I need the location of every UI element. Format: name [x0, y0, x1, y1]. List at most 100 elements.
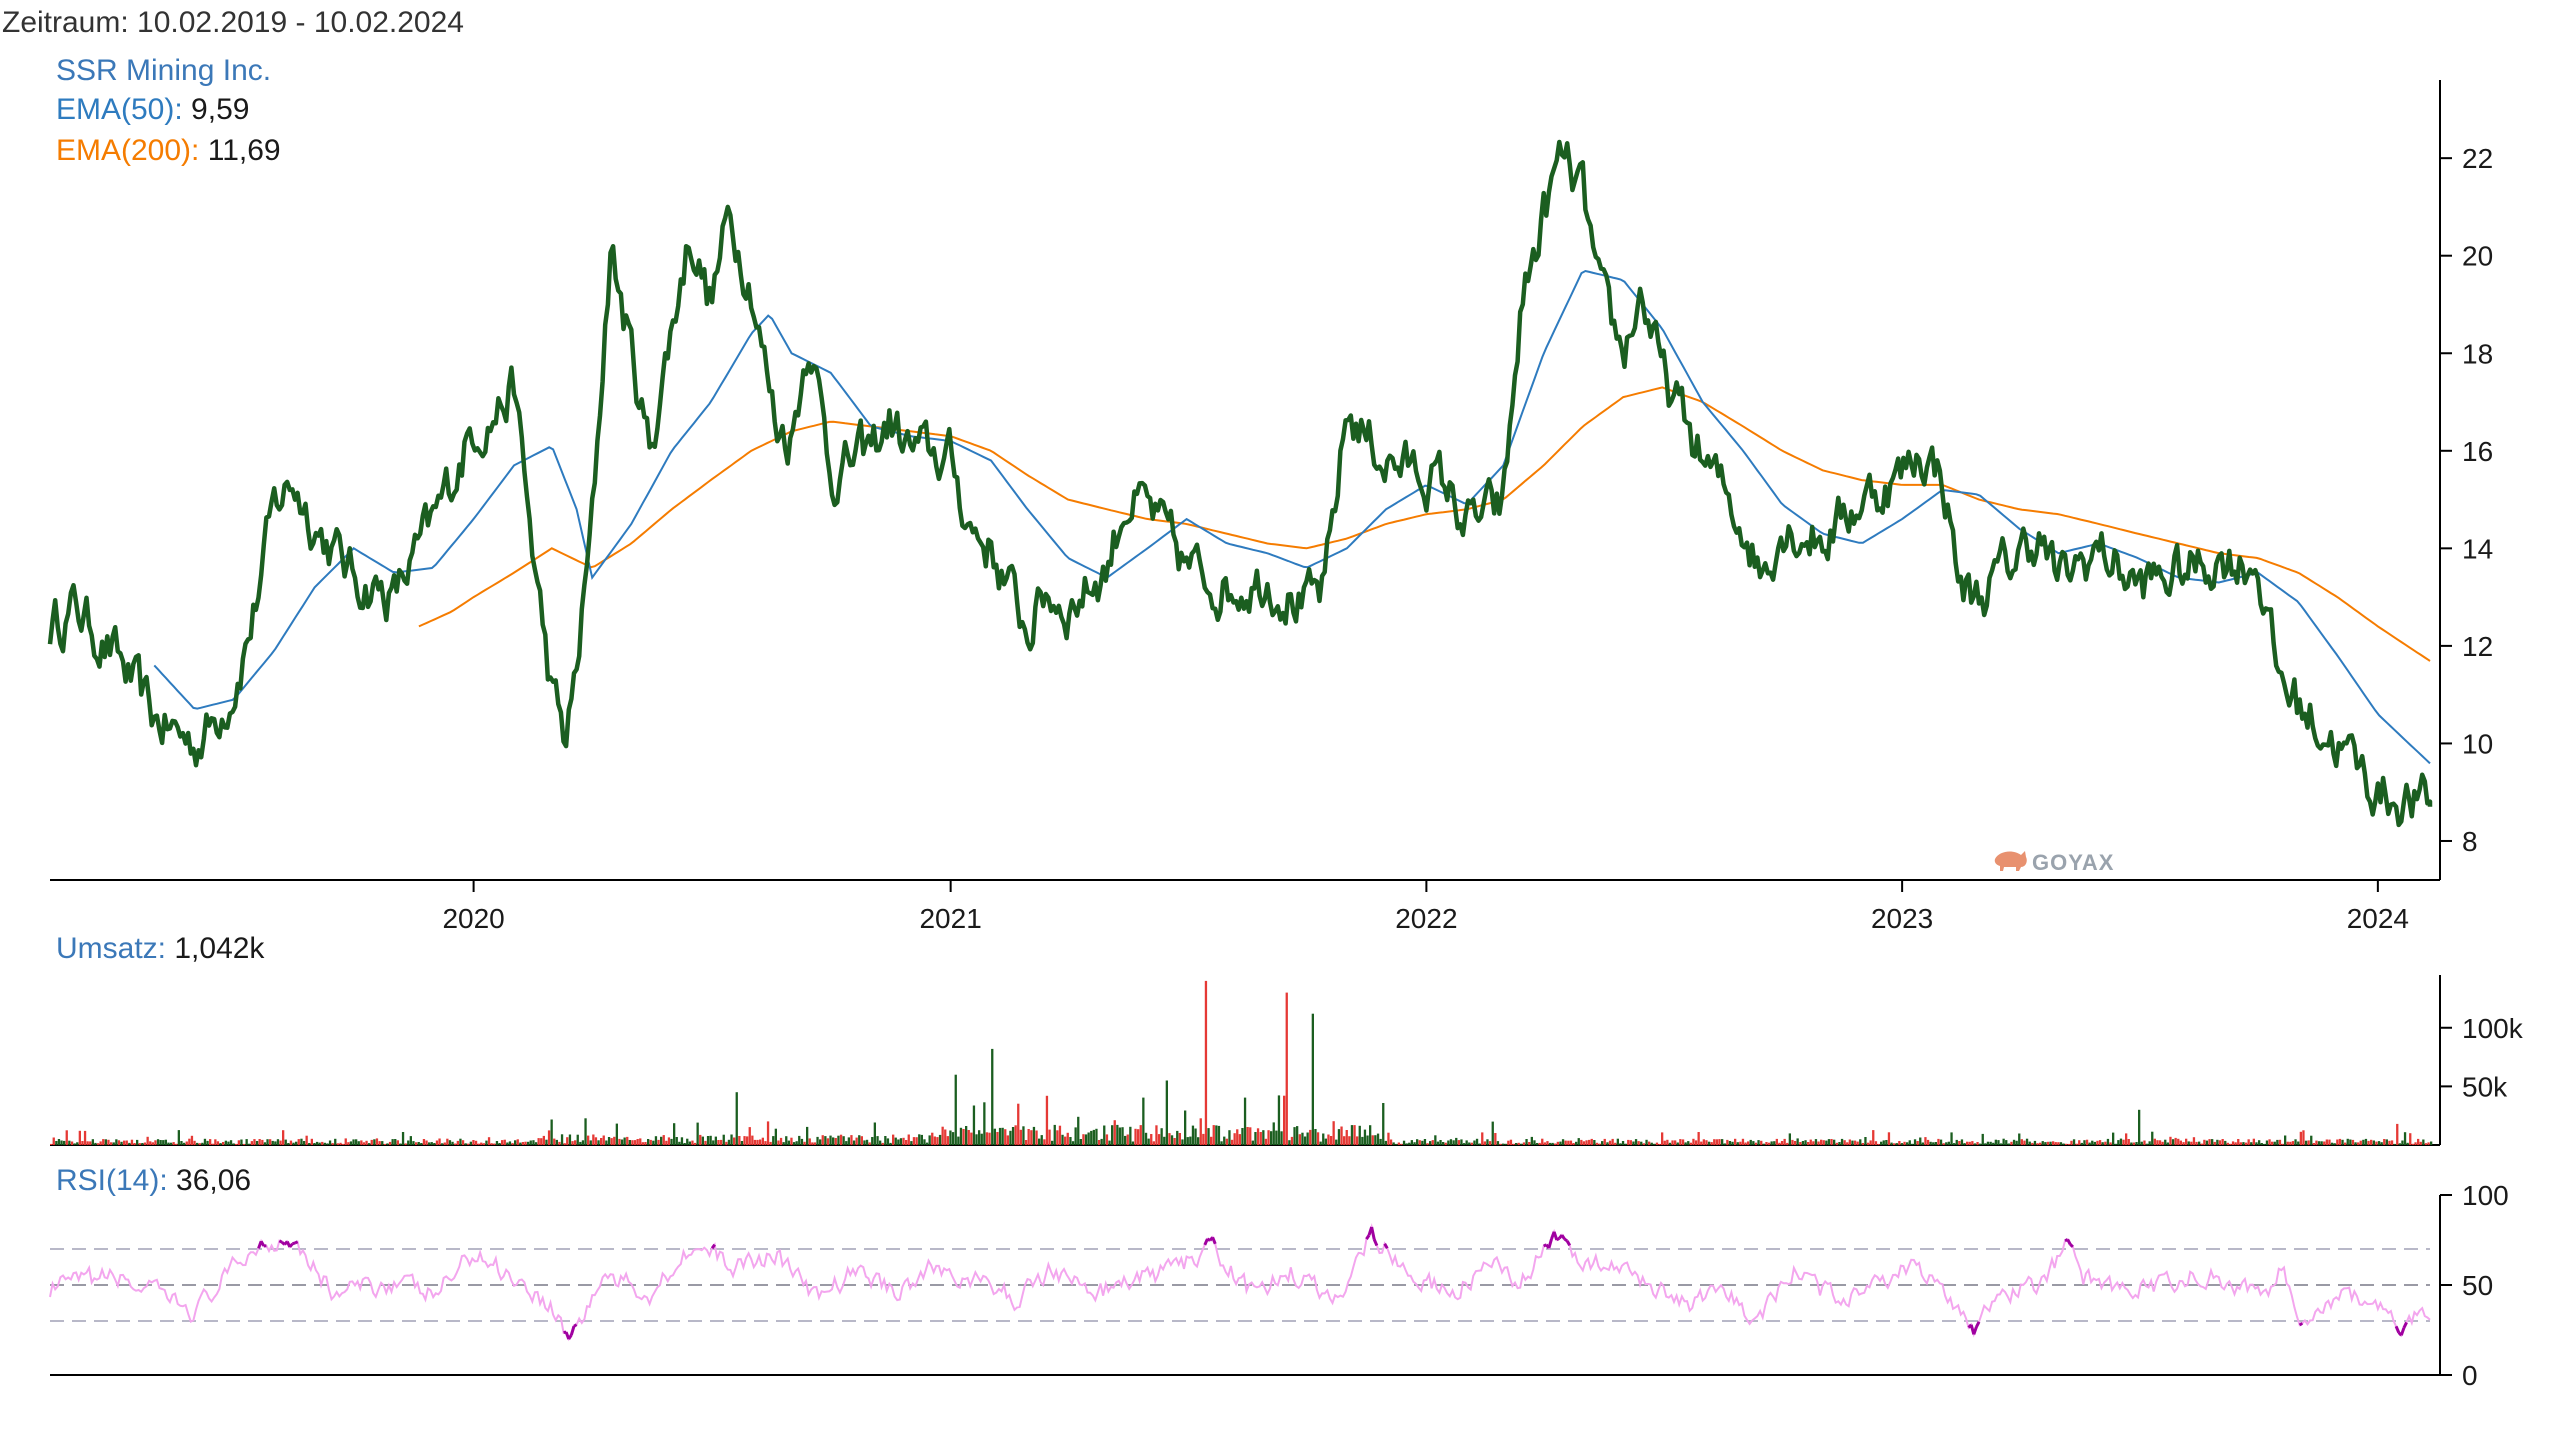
volume-bar — [842, 1136, 845, 1145]
volume-bar — [1707, 1141, 1711, 1145]
volume-bar — [1874, 1141, 1878, 1145]
volume-bar — [1084, 1134, 1088, 1145]
volume-bar — [349, 1141, 353, 1145]
volume-bar — [381, 1141, 384, 1145]
volume-bar — [435, 1140, 439, 1145]
volume-bar — [832, 1137, 835, 1145]
volume-bar — [1408, 1142, 1411, 1145]
volume-bar — [1306, 1132, 1309, 1145]
volume-bar — [1780, 1141, 1784, 1145]
volume-bar — [2010, 1141, 2013, 1145]
volume-bar — [1071, 1141, 1075, 1145]
volume-bar — [2088, 1142, 2091, 1145]
volume-bar — [1582, 1141, 1586, 1145]
volume-bar — [1509, 1139, 1513, 1145]
volume-bar — [1311, 1013, 1314, 1145]
volume-bar — [837, 1135, 840, 1145]
volume-bar — [819, 1139, 822, 1145]
volume-bar — [2080, 1142, 2083, 1145]
volume-bar — [1058, 1125, 1062, 1145]
volume-bar — [2323, 1141, 2326, 1145]
volume-bar — [1236, 1129, 1239, 1145]
volume-bar — [2388, 1140, 2391, 1145]
volume-bar — [1079, 1139, 1082, 1145]
volume-bar — [1900, 1143, 1904, 1145]
volume-bar — [52, 1137, 55, 1145]
volume-bar — [2127, 1139, 2130, 1145]
volume-bar — [1267, 1130, 1270, 1145]
volume-bar — [1442, 1142, 1445, 1145]
volume-bar — [1324, 1138, 1327, 1145]
volume-bar — [2135, 1142, 2138, 1145]
volume-bar — [2161, 1141, 2164, 1145]
volume-bar — [1189, 1136, 1192, 1145]
volume-bar — [1246, 1127, 1249, 1145]
volume-bar — [156, 1139, 160, 1145]
volume-bar — [1022, 1126, 1025, 1145]
volume-bar — [1762, 1143, 1765, 1145]
volume-bar — [1585, 1140, 1588, 1145]
volume-bar — [164, 1139, 167, 1145]
volume-bar — [1429, 1141, 1432, 1145]
volume-bar — [993, 1128, 996, 1145]
volume-bar — [933, 1136, 936, 1145]
volume-bar — [657, 1139, 660, 1145]
volume-bar — [2187, 1141, 2190, 1145]
volume-bar — [938, 1134, 942, 1145]
volume-bar — [146, 1136, 149, 1145]
volume-bar — [665, 1140, 668, 1145]
volume-bar — [1530, 1136, 1533, 1145]
volume-bar — [1371, 1135, 1374, 1145]
price-x-tick-label: 2022 — [1395, 903, 1457, 934]
volume-bar — [1997, 1140, 2000, 1145]
volume-bar — [1116, 1124, 1119, 1145]
volume-bar — [107, 1139, 110, 1145]
rsi-extreme-segment — [278, 1239, 283, 1244]
volume-bar — [1082, 1134, 1085, 1145]
rsi-y-tick-label: 50 — [2462, 1270, 2493, 1301]
volume-bar — [792, 1142, 796, 1145]
volume-bar — [185, 1141, 188, 1145]
volume-bar — [2208, 1139, 2211, 1145]
volume-bar — [1522, 1142, 1526, 1145]
volume-bar — [2294, 1139, 2297, 1145]
volume-bar — [902, 1137, 905, 1145]
volume-bar — [1241, 1128, 1244, 1145]
volume-bar — [1744, 1142, 1747, 1145]
volume-bar — [2020, 1139, 2023, 1145]
volume-bar — [785, 1136, 788, 1145]
volume-bar — [315, 1141, 319, 1145]
rsi-extreme-segment — [259, 1240, 266, 1247]
volume-bar — [198, 1143, 201, 1145]
volume-bar — [110, 1142, 113, 1145]
legend-ema200-label: EMA(200): — [56, 134, 200, 167]
volume-bar — [2268, 1139, 2271, 1145]
volume-bar — [2200, 1143, 2203, 1145]
volume-bar — [1350, 1125, 1354, 1145]
volume-bar — [1616, 1138, 1619, 1145]
volume-bar — [472, 1140, 475, 1145]
volume-bar — [1249, 1127, 1252, 1145]
volume-bar — [553, 1138, 556, 1145]
volume-bar — [636, 1139, 639, 1145]
volume-bar — [1793, 1141, 1797, 1145]
volume-bar — [498, 1143, 501, 1145]
volume-bar — [2354, 1142, 2357, 1145]
volume-bar — [1650, 1142, 1653, 1145]
volume-bar — [394, 1139, 397, 1145]
volume-bar — [1911, 1143, 1914, 1145]
volume-bar — [336, 1143, 339, 1145]
volume-bar — [1316, 1132, 1320, 1145]
volume-bar — [1043, 1139, 1046, 1145]
volume-bar — [310, 1138, 313, 1145]
volume-bar — [949, 1130, 952, 1145]
volume-bar — [1014, 1125, 1017, 1145]
volume-bar — [1979, 1143, 1982, 1145]
volume-bar — [1859, 1139, 1862, 1145]
volume-bar — [318, 1142, 321, 1145]
volume-bar — [263, 1142, 267, 1145]
volume-bar — [1468, 1142, 1471, 1145]
volume-bar — [1671, 1140, 1674, 1145]
volume-bar — [1913, 1139, 1917, 1145]
